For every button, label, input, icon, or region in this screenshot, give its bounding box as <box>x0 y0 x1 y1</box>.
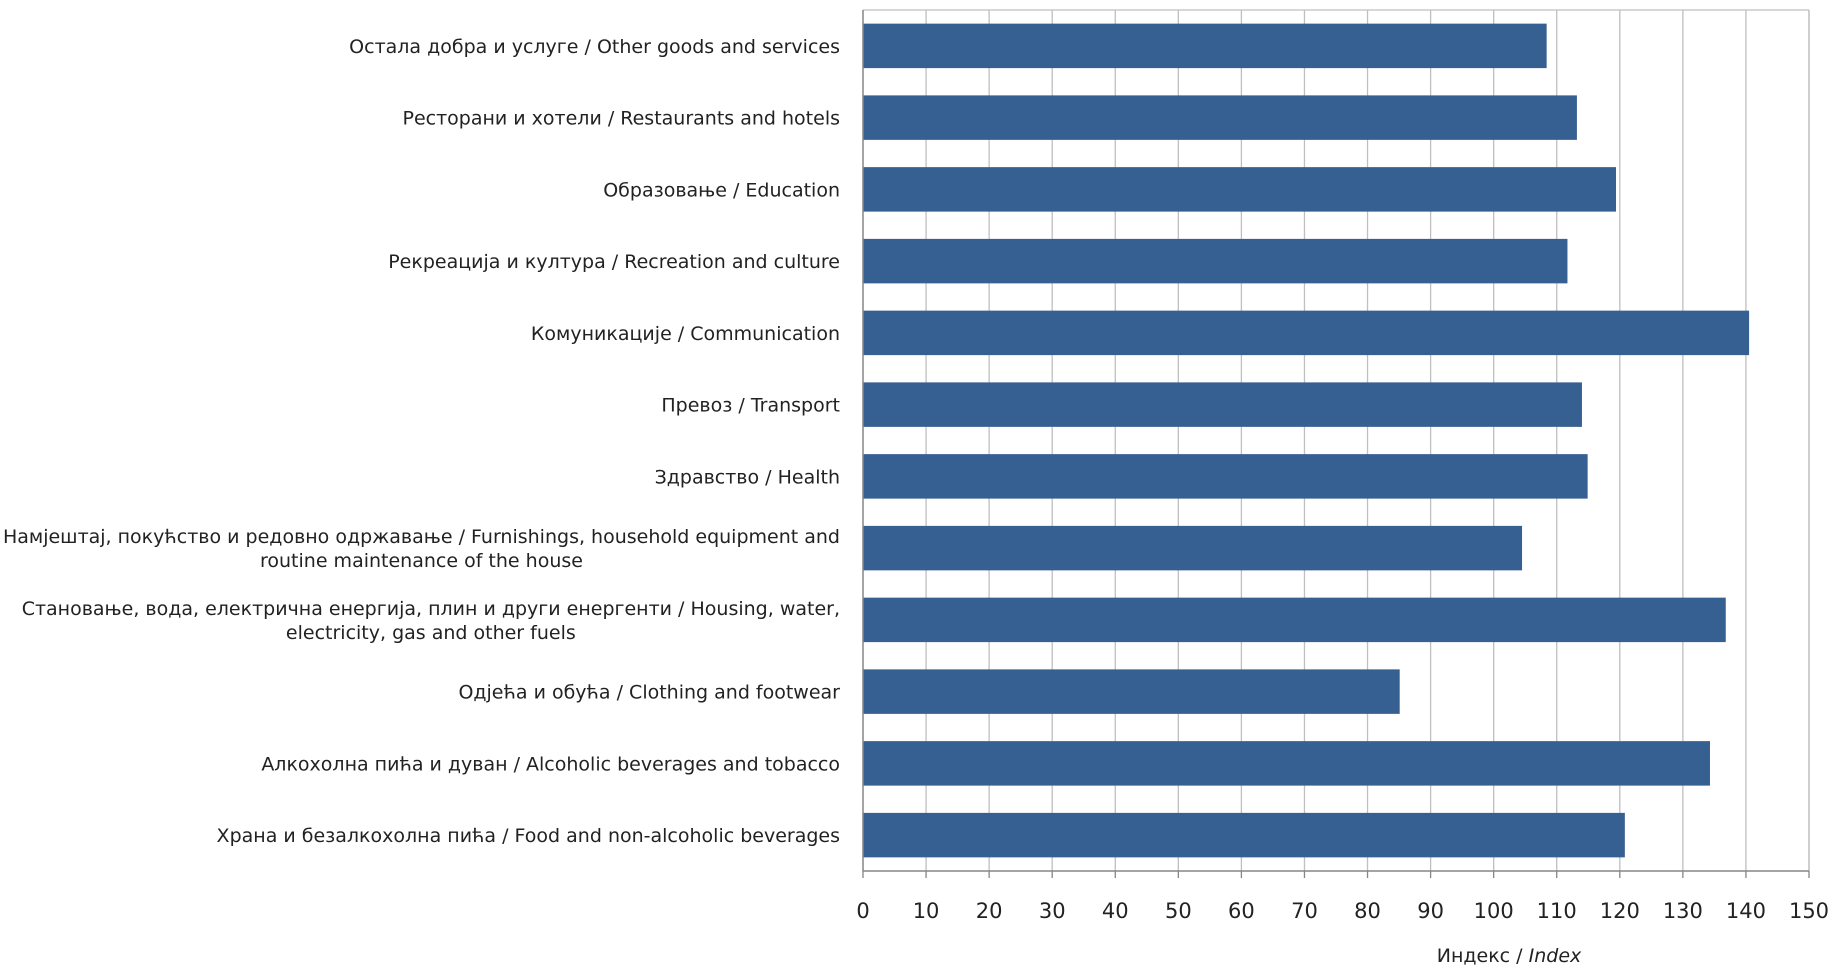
x-tick-label: 10 <box>913 899 940 923</box>
bar-layer <box>863 23 1750 858</box>
x-tick-label: 80 <box>1354 899 1381 923</box>
x-tick-label: 100 <box>1474 899 1514 923</box>
category-label: Превоз / Transport <box>661 395 840 417</box>
x-tick-label: 120 <box>1600 899 1640 923</box>
category-label: Ресторани и хотели / Restaurants and hot… <box>402 108 840 130</box>
bar <box>863 167 1617 212</box>
bar <box>863 238 1568 284</box>
tick-label-layer: 0 10 20 30 40 50 60 70 80 90 100 110 120 130 140 150 <box>856 899 1829 923</box>
category-label: Комуникације / Communication <box>531 323 840 345</box>
bar <box>863 382 1582 427</box>
x-tick-label: 150 <box>1789 899 1829 923</box>
category-label: Образовање / Education <box>603 179 840 201</box>
x-tick-label: 90 <box>1417 899 1444 923</box>
category-label: Здравство / Health <box>655 466 840 488</box>
x-tick-label: 70 <box>1291 899 1318 923</box>
x-tick-label: 20 <box>976 899 1003 923</box>
bar <box>863 525 1523 571</box>
x-tick-label: 30 <box>1039 899 1066 923</box>
category-label: Одјећа и обућа / Clothing and footwear <box>458 682 840 704</box>
bar <box>863 597 1726 643</box>
x-axis-title-italic: Index <box>1529 945 1582 967</box>
x-tick-label: 50 <box>1165 899 1192 923</box>
x-tick-label: 110 <box>1537 899 1577 923</box>
bar <box>863 454 1588 499</box>
category-label: Рекреација и култура / Recreation and cu… <box>388 251 840 273</box>
category-label: electricity, gas and other fuels <box>286 622 576 644</box>
bar <box>863 669 1400 714</box>
category-label: Намјештај, покућство и редовно одржавање… <box>3 526 840 548</box>
category-label: Становање, вода, електрична енергија, пл… <box>22 598 840 620</box>
bar <box>863 741 1710 786</box>
bar <box>863 812 1625 858</box>
bar <box>863 95 1577 140</box>
x-tick-label: 130 <box>1663 899 1703 923</box>
bar <box>863 23 1547 69</box>
x-tick-label: 140 <box>1726 899 1766 923</box>
x-axis-title: Индекс / Index <box>1437 945 1582 967</box>
x-axis-title-main: Индекс / <box>1437 945 1529 967</box>
x-tick-label: 0 <box>856 899 869 923</box>
category-label: Алкохолна пића и дуван / Alcoholic bever… <box>261 753 840 775</box>
x-tick-label: 60 <box>1228 899 1255 923</box>
category-label: Остала добра и услуге / Other goods and … <box>349 36 840 58</box>
bar <box>863 310 1750 356</box>
x-tick-label: 40 <box>1102 899 1129 923</box>
category-label-layer: Храна и безалкохолна пића / Food and non… <box>3 36 840 847</box>
category-label: routine maintenance of the house <box>260 550 583 572</box>
axis-layer <box>862 9 1810 878</box>
grid-layer <box>925 10 1810 871</box>
category-label: Храна и безалкохолна пића / Food and non… <box>217 825 840 847</box>
